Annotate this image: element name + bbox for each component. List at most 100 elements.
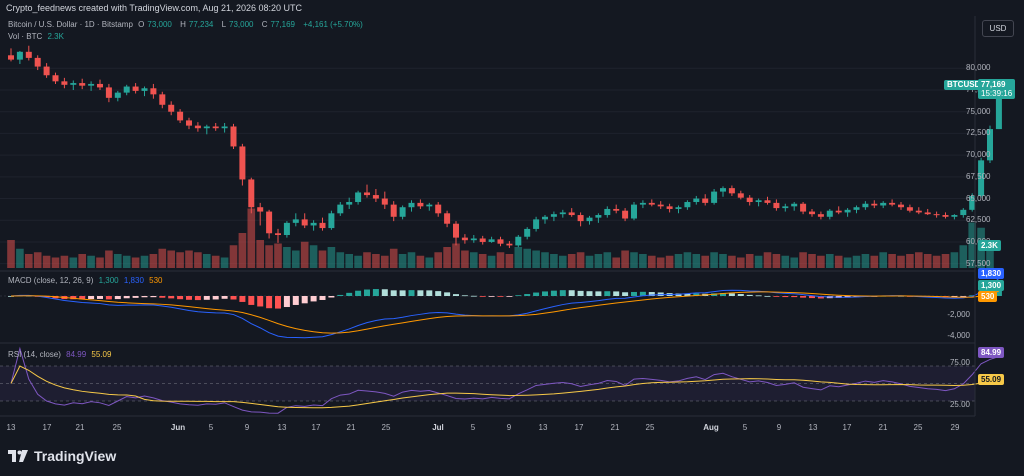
volume-bar	[274, 243, 282, 268]
macd-histogram-bar	[275, 296, 281, 309]
candle-body	[746, 197, 753, 203]
macd-histogram-bar	[79, 296, 86, 300]
macd-histogram-bar	[266, 296, 273, 309]
volume-bar	[594, 254, 603, 268]
volume-bar	[114, 254, 122, 268]
candle-body	[159, 94, 166, 105]
price-axis-tick: 80,000	[966, 63, 991, 73]
macd-axis-tick: -4,000	[947, 331, 970, 340]
volume-bar	[737, 257, 745, 268]
price-axis-tick: 70,000	[966, 150, 991, 160]
candle-body	[239, 146, 246, 180]
candle-body	[835, 210, 842, 213]
volume-bar	[754, 255, 763, 268]
macd-axis-tick: -2,000	[947, 310, 970, 319]
candle-body	[283, 222, 290, 236]
currency-button[interactable]: USD	[982, 20, 1014, 37]
brand-name: TradingView	[34, 448, 117, 464]
volume-bar	[986, 245, 994, 268]
candle-body	[25, 51, 32, 58]
candle-body	[960, 209, 967, 216]
candle-body	[194, 125, 201, 129]
volume-bar	[220, 257, 229, 268]
volume-bar	[300, 241, 309, 268]
candle-body	[844, 209, 851, 213]
volume-bar	[33, 252, 42, 268]
macd-histogram-bar	[969, 295, 976, 297]
time-axis-tick: 5	[470, 423, 476, 432]
candle-body	[533, 219, 540, 229]
rsi-axis-tick: 75.00	[949, 358, 970, 367]
volume-bar	[87, 255, 95, 268]
candle-body	[105, 87, 112, 98]
macd-histogram-bar	[435, 291, 442, 296]
volume-bar	[470, 252, 478, 268]
volume-bar	[309, 245, 318, 268]
volume-legend[interactable]: Vol · BTC 2.3K	[8, 32, 67, 41]
time-axis-tick: 5	[742, 423, 748, 432]
rsi-legend[interactable]: RSI (14, close) 84.99 55.09	[8, 350, 114, 359]
candle-body	[275, 233, 281, 236]
rsi-axis-tick: 25.00	[949, 400, 970, 409]
candle-body	[43, 66, 50, 76]
macd-line-tag: 1,830	[978, 268, 1005, 279]
macd-histogram-bar	[515, 295, 522, 297]
candle-body	[550, 214, 557, 217]
macd-hist-tag: 1,300	[978, 280, 1005, 291]
volume-bar	[950, 252, 959, 268]
tradingview-icon	[8, 450, 28, 462]
macd-histogram-bar	[346, 292, 353, 296]
macd-histogram-bar	[577, 290, 584, 296]
symbol-name[interactable]: Bitcoin / U.S. Dollar · 1D · Bitstamp	[8, 20, 133, 29]
candle-body	[212, 126, 219, 129]
candle-body	[613, 208, 620, 211]
rsi-pane	[0, 346, 1000, 414]
volume-bar	[425, 257, 434, 268]
volume-bar	[523, 248, 531, 268]
tradingview-logo[interactable]: TradingView	[8, 448, 116, 464]
macd-histogram-bar	[684, 293, 691, 296]
macd-histogram-bar	[639, 291, 646, 296]
macd-histogram-bar	[141, 296, 148, 298]
candle-body	[34, 57, 41, 67]
candle-body	[221, 126, 228, 129]
candle-body	[978, 160, 985, 196]
macd-histogram-bar	[221, 296, 228, 299]
candle-body	[203, 126, 210, 129]
macd-histogram-bar	[559, 290, 566, 296]
candle-body	[791, 203, 798, 207]
volume-bar	[710, 252, 718, 268]
macd-histogram-bar	[114, 296, 121, 300]
candle-body	[969, 195, 976, 210]
grid-lines	[0, 67, 975, 265]
ohlc-high: H 77,234	[180, 20, 214, 29]
volume-bar	[567, 254, 576, 268]
macd-histogram-bar	[239, 296, 246, 302]
volume-label: Vol · BTC	[8, 32, 43, 41]
volume-bar	[42, 255, 51, 268]
macd-histogram-bar	[105, 296, 112, 300]
macd-legend[interactable]: MACD (close, 12, 26, 9) 1,300 1,830 530	[8, 276, 166, 285]
macd-histogram-bar	[782, 296, 789, 298]
candle-body	[310, 222, 317, 226]
volume-bar	[505, 254, 514, 268]
candle-body	[506, 243, 513, 246]
volume-bar	[487, 255, 496, 268]
time-axis-tick: 17	[42, 423, 52, 432]
macd-histogram-bar	[479, 296, 486, 297]
time-axis-tick: 21	[346, 423, 356, 432]
macd-histogram-bar	[550, 290, 557, 296]
macd-histogram-bar	[194, 296, 201, 301]
volume-bar	[861, 254, 870, 268]
macd-histogram-bar	[791, 296, 798, 298]
volume-bar	[478, 254, 487, 268]
macd-histogram-bar	[70, 296, 77, 300]
macd-histogram-bar	[595, 291, 602, 296]
macd-histogram-bar	[444, 292, 451, 296]
volume-bar	[826, 254, 834, 268]
candle-body	[595, 215, 602, 218]
volume-bar	[772, 254, 781, 268]
candle-body	[186, 120, 192, 126]
